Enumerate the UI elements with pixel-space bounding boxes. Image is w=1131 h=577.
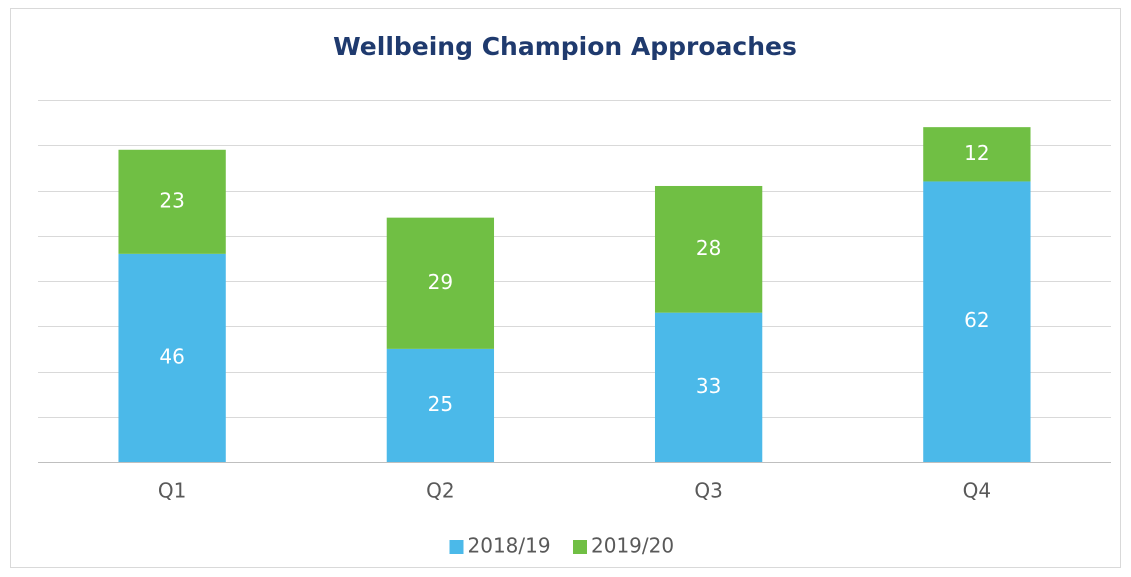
data-label: 12 (964, 141, 989, 165)
data-label: 29 (428, 270, 453, 294)
x-tick-label: Q3 (694, 479, 722, 503)
legend-swatch (573, 540, 587, 554)
x-tick-label: Q4 (963, 479, 991, 503)
data-label: 46 (159, 344, 184, 368)
legend-label: 2018/19 (468, 534, 551, 558)
bar-segment (386, 348, 495, 462)
legend-swatch (449, 540, 464, 554)
legend-label: 2019/20 (591, 534, 674, 558)
data-label: 23 (159, 188, 184, 212)
data-label: 28 (696, 236, 721, 260)
x-tick-label: Q2 (426, 479, 454, 503)
bar-segment (118, 149, 226, 254)
bar-segment (118, 253, 226, 462)
data-label: 62 (964, 308, 989, 332)
bar-segment (386, 217, 495, 349)
data-label: 25 (428, 392, 453, 416)
chart-title: Wellbeing Champion Approaches (333, 32, 797, 61)
bar-segment (923, 181, 1031, 462)
bar-segment (654, 312, 763, 462)
bar-segment (923, 127, 1031, 182)
bar-segment (654, 185, 763, 313)
x-tick-label: Q1 (158, 479, 186, 503)
data-label: 33 (696, 374, 721, 398)
